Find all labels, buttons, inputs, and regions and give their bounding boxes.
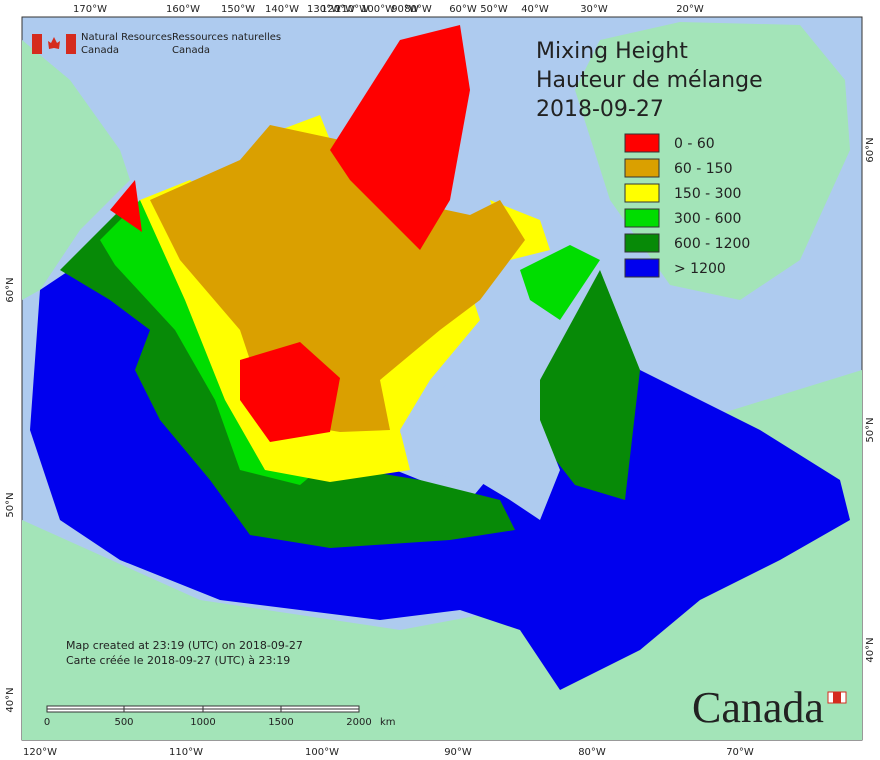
legend-swatch: [624, 258, 660, 278]
lon-label: 100°W: [305, 747, 339, 758]
lon-label: 120°W: [321, 4, 355, 15]
legend-swatch: [624, 233, 660, 253]
lon-label: 30°W: [580, 4, 608, 15]
canada-zones: [30, 25, 850, 690]
lat-label: 60°N: [5, 277, 16, 302]
wordmark-flag: [833, 692, 841, 703]
lon-label: 80°W: [404, 4, 432, 15]
title: Mixing Height: [536, 39, 688, 64]
lon-label: 20°W: [676, 4, 704, 15]
lat-label: 40°N: [5, 687, 16, 712]
lon-label: 130°W: [307, 4, 341, 15]
lon-label: 170°W: [73, 4, 107, 15]
legend-swatch: [624, 158, 660, 178]
legend: 0 - 60 60 - 150 150 - 300 300 - 600 600 - 12…: [624, 133, 750, 278]
lat-label: 50°N: [865, 417, 876, 442]
lon-label: 110°W: [169, 747, 203, 758]
lat-label: 40°N: [865, 637, 876, 662]
legend-label: 300 - 600: [674, 211, 741, 227]
wordmark: Canada: [692, 683, 824, 732]
org-en: Natural Resources: [81, 32, 172, 43]
legend-label: > 1200: [674, 261, 726, 277]
scale-label: 1000: [190, 717, 215, 728]
legend-label: 150 - 300: [674, 186, 741, 202]
frame-labels: 170°W 160°W 150°W 140°W 130°W120°W110°W100°W…: [5, 4, 876, 758]
legend-label: 0 - 60: [674, 136, 715, 152]
scale-bar: 0 500 1000 1500 2000 km: [44, 705, 396, 728]
scale-label: 1500: [268, 717, 293, 728]
footnote: Map created at 23:19 (UTC) on 2018-09-27: [66, 639, 303, 652]
legend-label: 60 - 150: [674, 161, 733, 177]
lon-label: 150°W: [221, 4, 255, 15]
title: 2018-09-27: [536, 97, 664, 122]
lon-label: 90°W: [391, 4, 419, 15]
lon-label: 110°W: [335, 4, 369, 15]
lon-label: 50°W: [480, 4, 508, 15]
lon-label: 40°W: [521, 4, 549, 15]
lon-label: 140°W: [265, 4, 299, 15]
lon-label: 90°W: [444, 747, 472, 758]
title: Hauteur de mélange: [536, 68, 763, 93]
org-en: Canada: [81, 45, 119, 56]
land-other: [22, 22, 862, 740]
lat-label: 60°N: [865, 137, 876, 162]
scale-label: 500: [114, 717, 133, 728]
legend-label: 600 - 1200: [674, 236, 750, 252]
lon-label: 160°W: [166, 4, 200, 15]
lon-label: 80°W: [578, 747, 606, 758]
lon-label: 70°W: [726, 747, 754, 758]
org-fr: Canada: [172, 45, 210, 56]
legend-swatch: [624, 183, 660, 203]
lat-label: 50°N: [5, 492, 16, 517]
footnote: Carte créée le 2018-09-27 (UTC) à 23:19: [66, 654, 290, 667]
legend-swatch: [624, 208, 660, 228]
lon-label: 100°W: [361, 4, 395, 15]
logo: [32, 34, 76, 54]
legend-swatch: [624, 133, 660, 153]
scale-unit: km: [380, 717, 396, 728]
org-fr: Ressources naturelles: [172, 32, 281, 43]
lon-label: 120°W: [23, 747, 57, 758]
scale-label: 2000: [346, 717, 371, 728]
lon-label: 60°W: [449, 4, 477, 15]
scale-label: 0: [44, 717, 50, 728]
